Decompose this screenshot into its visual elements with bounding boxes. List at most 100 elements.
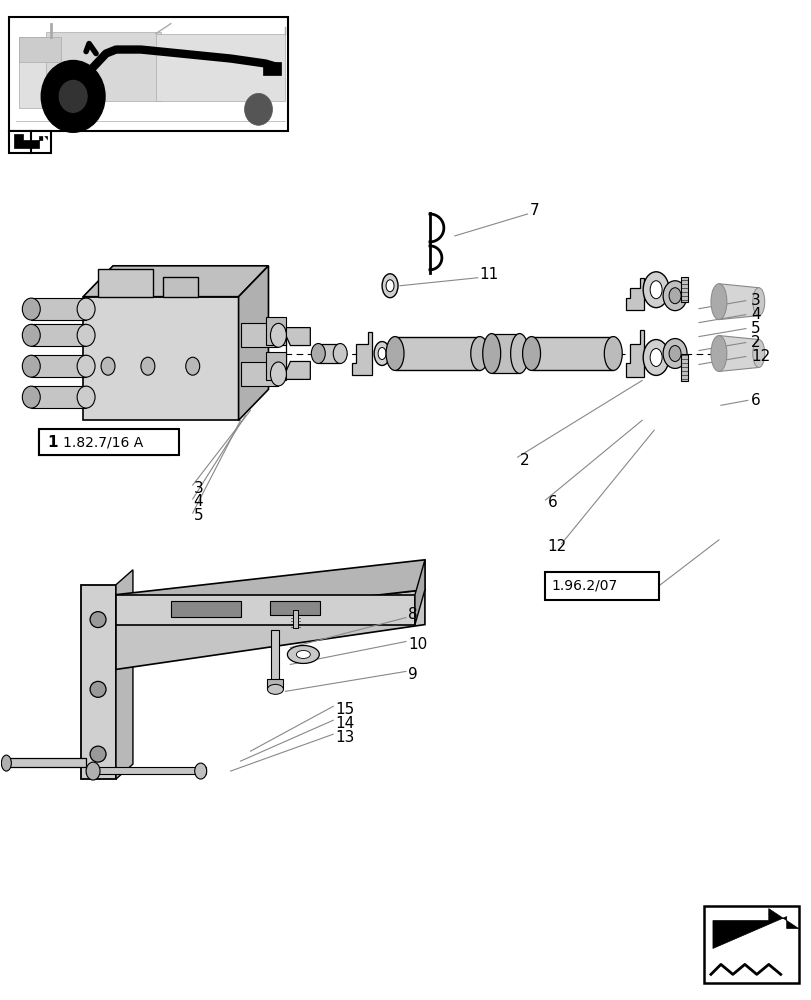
Polygon shape (267, 679, 283, 689)
Ellipse shape (77, 386, 95, 408)
Polygon shape (163, 277, 197, 297)
Polygon shape (293, 610, 298, 628)
Ellipse shape (710, 336, 726, 371)
Text: 5: 5 (750, 321, 760, 336)
Ellipse shape (385, 280, 393, 292)
Ellipse shape (22, 324, 41, 346)
Polygon shape (266, 352, 286, 380)
Polygon shape (116, 560, 424, 625)
Ellipse shape (663, 339, 686, 368)
Ellipse shape (333, 344, 347, 363)
Ellipse shape (470, 337, 488, 370)
Ellipse shape (710, 284, 726, 320)
Polygon shape (98, 269, 152, 297)
Ellipse shape (2, 755, 11, 771)
Polygon shape (263, 62, 281, 75)
Polygon shape (32, 355, 86, 377)
Polygon shape (43, 135, 49, 149)
Ellipse shape (650, 349, 661, 366)
Ellipse shape (752, 288, 764, 316)
Text: 7: 7 (529, 203, 539, 218)
Text: 2: 2 (519, 453, 529, 468)
Polygon shape (46, 32, 161, 101)
Text: 11: 11 (479, 267, 499, 282)
Ellipse shape (650, 281, 661, 299)
Ellipse shape (510, 334, 528, 373)
Ellipse shape (90, 612, 106, 628)
Ellipse shape (22, 386, 41, 408)
Polygon shape (170, 601, 240, 617)
Ellipse shape (385, 337, 404, 370)
Polygon shape (10, 131, 51, 153)
Ellipse shape (77, 298, 95, 320)
Polygon shape (32, 386, 86, 408)
Text: 3: 3 (194, 481, 204, 496)
Polygon shape (15, 134, 47, 148)
Ellipse shape (195, 763, 207, 779)
Ellipse shape (642, 340, 668, 375)
Ellipse shape (668, 288, 680, 304)
Polygon shape (10, 17, 288, 131)
Polygon shape (32, 298, 86, 320)
Ellipse shape (101, 357, 115, 375)
Polygon shape (116, 595, 414, 625)
Text: 1: 1 (46, 436, 57, 451)
Text: 3: 3 (750, 293, 760, 308)
Text: 9: 9 (407, 667, 417, 682)
Polygon shape (39, 429, 178, 455)
Text: 6: 6 (547, 495, 556, 510)
Ellipse shape (642, 272, 668, 308)
Text: 1.82.7/16 A: 1.82.7/16 A (63, 436, 144, 450)
Polygon shape (531, 337, 612, 370)
Polygon shape (6, 758, 86, 767)
Polygon shape (270, 601, 320, 615)
Polygon shape (39, 431, 169, 455)
Ellipse shape (186, 357, 200, 375)
Text: 4: 4 (750, 307, 760, 322)
Ellipse shape (374, 342, 389, 365)
Polygon shape (266, 317, 286, 345)
Ellipse shape (270, 323, 286, 347)
Polygon shape (83, 297, 238, 420)
Ellipse shape (41, 61, 105, 132)
Text: 5: 5 (194, 508, 203, 523)
Ellipse shape (311, 344, 325, 363)
Ellipse shape (90, 681, 106, 697)
Polygon shape (271, 630, 279, 684)
Polygon shape (491, 334, 519, 373)
Ellipse shape (752, 340, 764, 367)
Ellipse shape (296, 650, 310, 658)
Polygon shape (19, 37, 61, 62)
Ellipse shape (287, 646, 319, 663)
Polygon shape (394, 337, 479, 370)
Polygon shape (116, 590, 424, 669)
Ellipse shape (22, 355, 41, 377)
Ellipse shape (603, 337, 621, 370)
Polygon shape (352, 332, 371, 375)
Polygon shape (286, 328, 310, 346)
Ellipse shape (244, 93, 272, 125)
Text: 12: 12 (547, 539, 566, 554)
Polygon shape (81, 585, 116, 779)
Polygon shape (625, 278, 643, 310)
Polygon shape (625, 330, 643, 377)
Ellipse shape (141, 357, 155, 375)
Polygon shape (32, 324, 86, 346)
Text: 2: 2 (750, 335, 760, 350)
Ellipse shape (378, 348, 385, 359)
Ellipse shape (382, 274, 397, 298)
Polygon shape (544, 572, 659, 600)
Polygon shape (238, 266, 268, 420)
Text: 8: 8 (407, 607, 417, 622)
Text: 1.96.2/07: 1.96.2/07 (551, 579, 617, 593)
Ellipse shape (77, 324, 95, 346)
Text: 10: 10 (407, 637, 427, 652)
Ellipse shape (267, 684, 283, 694)
Ellipse shape (90, 746, 106, 762)
Polygon shape (286, 361, 310, 379)
Polygon shape (116, 570, 133, 779)
Text: 13: 13 (335, 730, 354, 745)
Ellipse shape (663, 281, 686, 311)
Text: 4: 4 (194, 494, 203, 509)
Polygon shape (318, 344, 340, 363)
